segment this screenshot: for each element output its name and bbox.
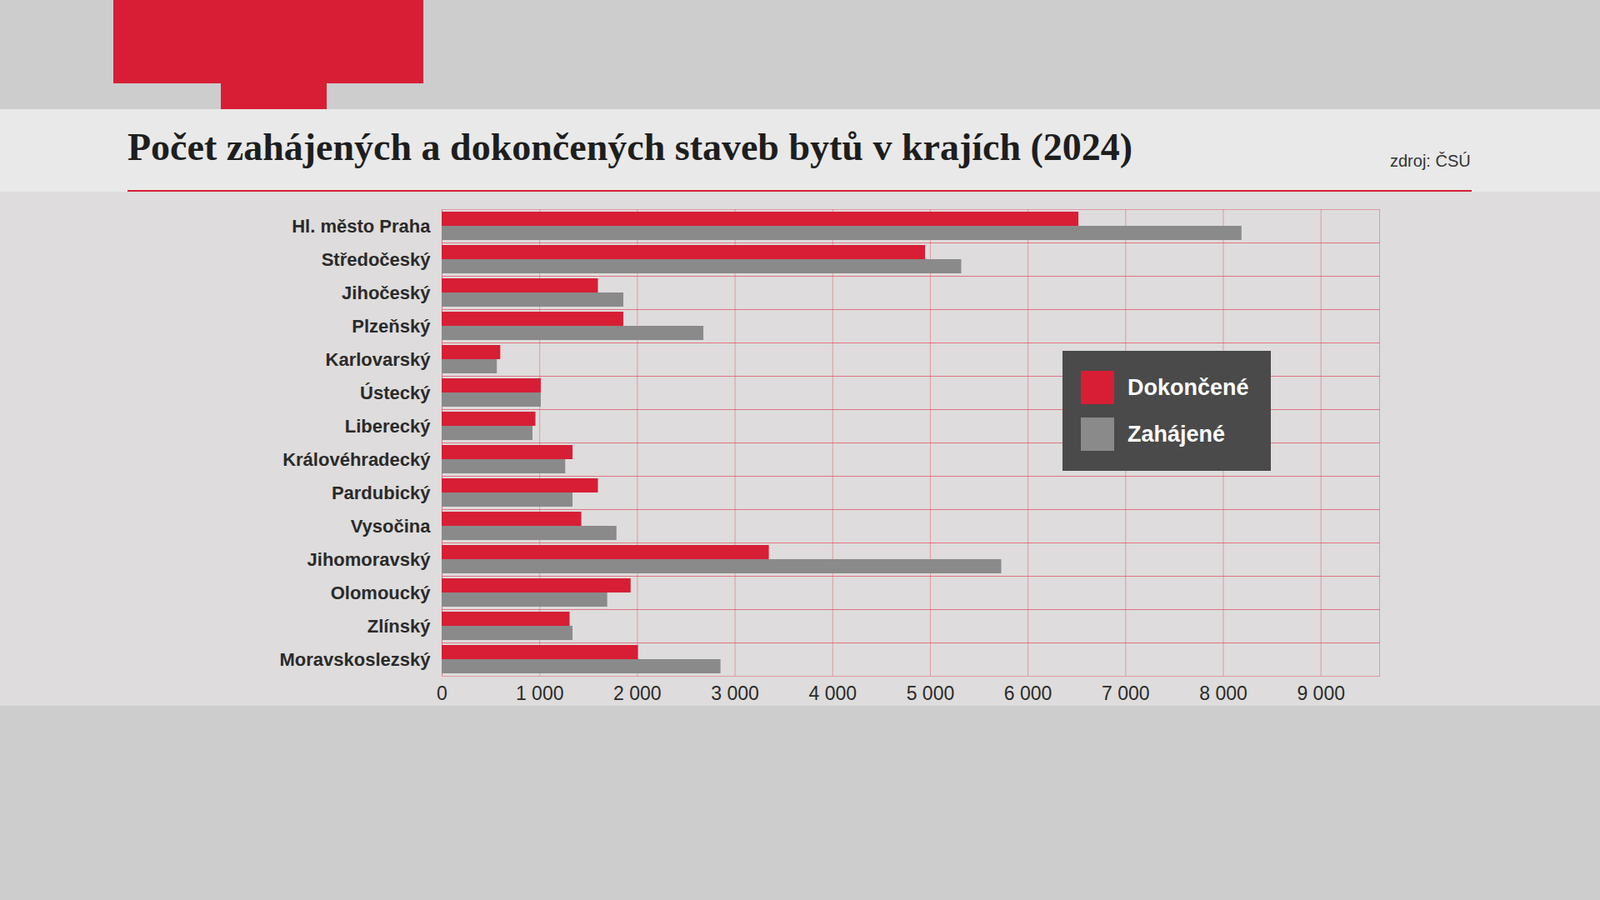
svg-text:Karlovarský: Karlovarský [325, 349, 432, 370]
svg-text:Liberecký: Liberecký [345, 415, 431, 437]
svg-text:Moravskoslezský: Moravskoslezský [280, 649, 432, 670]
svg-text:Olomoucký: Olomoucký [330, 582, 432, 604]
svg-text:3 000: 3 000 [710, 682, 760, 705]
svg-text:9 000: 9 000 [1296, 682, 1345, 705]
svg-text:8 000: 8 000 [1199, 682, 1248, 705]
svg-text:Hl. město Praha: Hl. město Praha [291, 215, 431, 237]
svg-text:Pardubický: Pardubický [331, 482, 431, 504]
svg-text:Jihočeský: Jihočeský [341, 282, 431, 304]
svg-text:5 000: 5 000 [906, 682, 955, 705]
svg-text:Plzeňský: Plzeňský [351, 315, 431, 337]
svg-text:Zlínský: Zlínský [367, 615, 432, 637]
svg-text:Královéhradecký: Královéhradecký [282, 449, 431, 470]
svg-text:0: 0 [436, 682, 448, 705]
svg-text:6 000: 6 000 [1004, 682, 1053, 705]
html-text:Dokončené: Dokončené [1127, 374, 1249, 400]
svg-text:4 000: 4 000 [808, 682, 857, 705]
svg-text:1 000: 1 000 [515, 682, 565, 705]
html-text:Počet zahájených a dokončených: Počet zahájených a dokončených staveb by… [127, 125, 1133, 169]
html-text:Zahájené: Zahájené [1127, 421, 1225, 447]
svg-text:Ústecký: Ústecký [360, 382, 431, 404]
svg-text:Vysočina: Vysočina [350, 515, 432, 537]
svg-text:Jihomoravský: Jihomoravský [307, 549, 432, 570]
svg-text:Středočeský: Středočeský [321, 249, 432, 270]
html-text:zdroj: ČSÚ: zdroj: ČSÚ [1390, 151, 1471, 170]
svg-text:7 000: 7 000 [1101, 682, 1150, 705]
svg-text:2 000: 2 000 [613, 682, 662, 705]
